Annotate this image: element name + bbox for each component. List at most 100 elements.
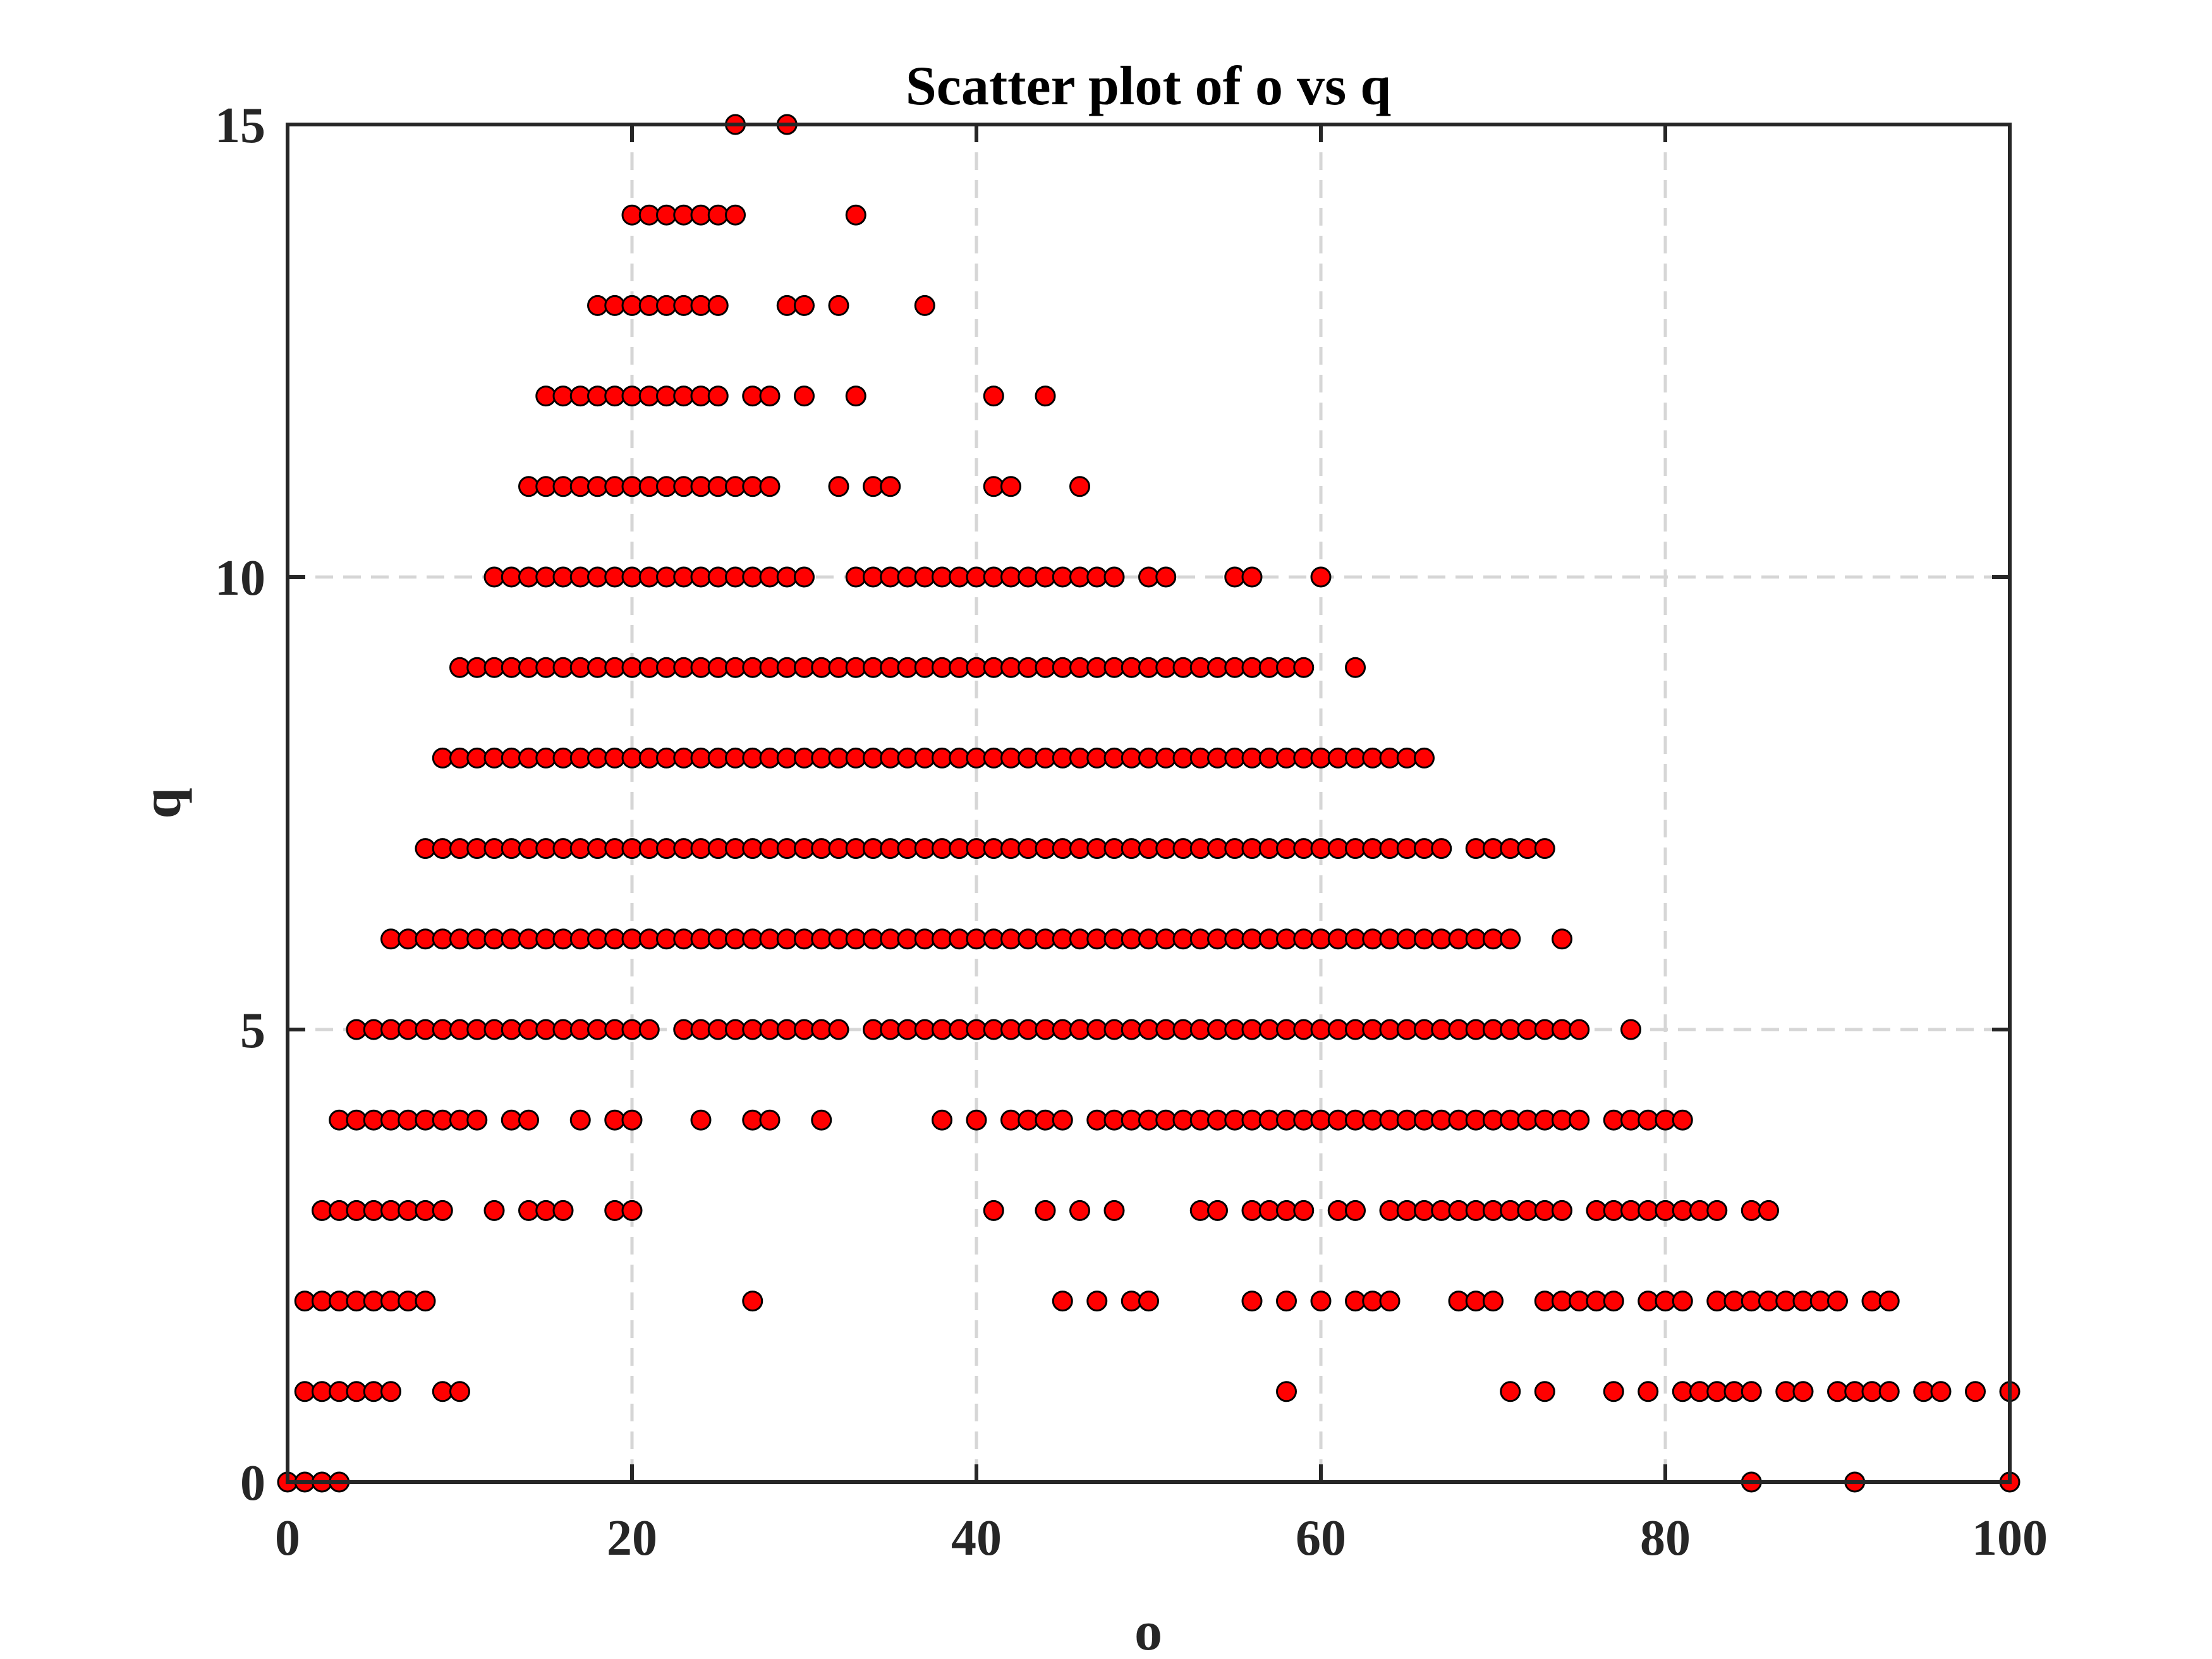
scatter-point <box>552 476 574 497</box>
scatter-point <box>983 1200 1004 1221</box>
scatter-point <box>983 928 1004 950</box>
scatter-point <box>415 1019 436 1040</box>
scatter-point <box>1103 566 1125 588</box>
scatter-point <box>725 1019 746 1040</box>
scatter-point <box>914 838 935 860</box>
scatter-point <box>1362 1291 1383 1312</box>
scatter-point <box>621 476 643 497</box>
scatter-point <box>828 295 849 316</box>
scatter-point <box>312 1200 332 1221</box>
scatter-point <box>466 1109 488 1131</box>
scatter-point <box>1465 928 1486 950</box>
scatter-point <box>1310 1019 1332 1040</box>
scatter-point <box>742 657 763 678</box>
scatter-point <box>638 295 660 316</box>
scatter-point <box>1258 747 1280 769</box>
scatter-point <box>949 838 970 860</box>
scatter-point <box>415 928 436 950</box>
scatter-point <box>1138 1019 1159 1040</box>
scatter-point <box>1379 1109 1401 1131</box>
scatter-point <box>1465 1291 1486 1312</box>
scatter-point <box>1723 1291 1745 1312</box>
scatter-point <box>501 838 522 860</box>
x-tick-label: 60 <box>1296 1510 1346 1566</box>
scatter-point <box>759 657 781 678</box>
scatter-point <box>794 928 815 950</box>
scatter-point <box>1069 1019 1090 1040</box>
scatter-point <box>1035 1109 1056 1131</box>
scatter-point <box>742 1109 763 1131</box>
scatter-point <box>914 566 935 588</box>
scatter-point <box>1035 838 1056 860</box>
scatter-point <box>294 1381 315 1402</box>
scatter-point <box>604 838 626 860</box>
scatter-point <box>742 928 763 950</box>
scatter-point <box>1018 1019 1039 1040</box>
scatter-point <box>1224 566 1246 588</box>
scatter-point <box>983 386 1004 407</box>
scatter-point <box>1121 1109 1142 1131</box>
scatter-point <box>673 204 695 226</box>
scatter-point <box>1293 1019 1315 1040</box>
scatter-point <box>1414 928 1435 950</box>
scatter-point <box>1362 1019 1383 1040</box>
scatter-point <box>432 838 453 860</box>
scatter-point <box>690 566 712 588</box>
scatter-point <box>1000 747 1021 769</box>
x-tick-label: 40 <box>951 1510 1002 1566</box>
plot-background <box>288 125 2010 1482</box>
scatter-point <box>690 747 712 769</box>
scatter-point <box>932 566 952 588</box>
scatter-point <box>863 747 884 769</box>
scatter-point <box>1018 1109 1039 1131</box>
scatter-point <box>604 657 626 678</box>
scatter-point <box>690 838 712 860</box>
scatter-point <box>587 1019 608 1040</box>
scatter-point <box>794 657 815 678</box>
scatter-point <box>1052 747 1073 769</box>
scatter-point <box>966 657 987 678</box>
scatter-point <box>552 838 574 860</box>
scatter-point <box>1241 1019 1263 1040</box>
scatter-point <box>1276 1291 1297 1312</box>
scatter-point <box>1448 1019 1469 1040</box>
scatter-point <box>1327 1200 1349 1221</box>
scatter-point <box>725 838 746 860</box>
scatter-point <box>380 1019 401 1040</box>
scatter-point <box>1379 747 1401 769</box>
scatter-point <box>1552 1019 1572 1040</box>
scatter-point <box>569 1019 591 1040</box>
scatter-point <box>1207 1109 1228 1131</box>
data-points <box>277 114 2021 1493</box>
scatter-point <box>1379 1291 1401 1312</box>
scatter-point <box>621 1019 643 1040</box>
scatter-point <box>1638 1291 1659 1312</box>
scatter-point <box>863 476 884 497</box>
scatter-point <box>621 928 643 950</box>
scatter-point <box>1121 928 1142 950</box>
scatter-point <box>1310 1291 1332 1312</box>
scatter-point <box>707 928 729 950</box>
scatter-point <box>1086 566 1108 588</box>
scatter-point <box>725 657 746 678</box>
scatter-point <box>363 1381 384 1402</box>
scatter-point <box>535 1200 557 1221</box>
scatter-point <box>759 476 781 497</box>
scatter-point <box>1827 1381 1848 1402</box>
scatter-point <box>1258 1109 1280 1131</box>
scatter-point <box>742 476 763 497</box>
scatter-point <box>1534 1200 1555 1221</box>
scatter-point <box>690 928 712 950</box>
scatter-point <box>811 747 832 769</box>
scatter-point <box>673 928 695 950</box>
scatter-point <box>1035 747 1056 769</box>
scatter-point <box>1086 928 1108 950</box>
scatter-point <box>518 657 539 678</box>
scatter-point <box>1672 1200 1693 1221</box>
scatter-point <box>363 1291 384 1312</box>
scatter-point <box>1241 1291 1263 1312</box>
scatter-point <box>742 838 763 860</box>
scatter-point <box>1207 747 1228 769</box>
scatter-point <box>587 657 608 678</box>
scatter-point <box>863 657 884 678</box>
